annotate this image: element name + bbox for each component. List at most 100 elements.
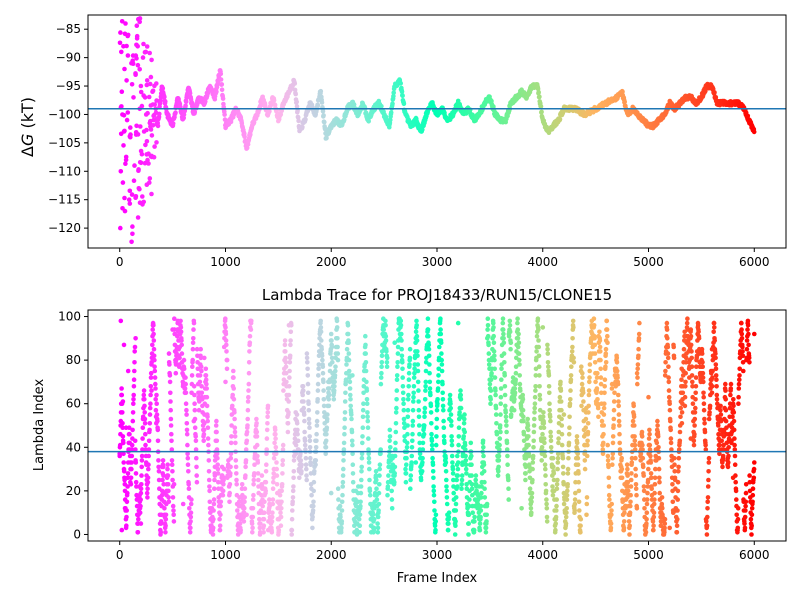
lambda-point — [225, 358, 230, 363]
lambda-point — [498, 436, 503, 441]
lambda-point — [656, 445, 661, 450]
lambda-point — [516, 327, 521, 332]
lambda-point — [340, 519, 345, 524]
lambda-point — [628, 500, 633, 505]
lambda-point — [345, 347, 350, 352]
lambda-point — [198, 347, 203, 352]
lambda-point — [336, 358, 341, 363]
lambda-point — [632, 434, 637, 439]
lambda-point — [311, 508, 316, 513]
lambda-point — [555, 467, 560, 472]
lambda-point — [165, 467, 170, 472]
lambda-point — [295, 412, 300, 417]
lambda-point — [517, 340, 522, 345]
lambda-point — [326, 397, 331, 402]
lambda-point — [363, 351, 368, 356]
lambda-point — [593, 380, 598, 385]
lambda-point — [667, 388, 672, 393]
lambda-point — [168, 373, 173, 378]
lambda-point — [155, 419, 160, 424]
lambda-point — [249, 319, 254, 324]
lambda-point — [487, 351, 492, 356]
lambda-point — [338, 515, 343, 520]
lambda-point — [126, 471, 131, 476]
lambda-point — [665, 321, 670, 326]
lambda-point — [322, 397, 327, 402]
lambda-point — [552, 471, 557, 476]
lambda-point — [312, 480, 317, 485]
lambda-point — [601, 441, 606, 446]
lambda-point — [657, 491, 662, 496]
lambda-point — [463, 454, 468, 459]
dg-point — [151, 114, 156, 119]
lambda-point — [365, 388, 370, 393]
lambda-point — [443, 456, 448, 461]
lambda-point — [729, 386, 734, 391]
lambda-point — [640, 430, 645, 435]
lambda-point — [410, 423, 415, 428]
lambda-point — [717, 443, 722, 448]
lambda-point — [581, 391, 586, 396]
lambda-point — [464, 462, 469, 467]
lambda-point — [484, 513, 489, 518]
lambda-point — [567, 425, 572, 430]
lambda-point — [486, 323, 491, 328]
lambda-point — [672, 462, 677, 467]
lambda-point — [404, 456, 409, 461]
lambda-point — [314, 458, 319, 463]
lambda-point — [485, 502, 490, 507]
lambda-point — [569, 373, 574, 378]
lambda-point — [130, 428, 135, 433]
lambda-point — [583, 425, 588, 430]
lambda-point — [307, 417, 312, 422]
lambda-point — [560, 443, 565, 448]
lambda-point — [633, 443, 638, 448]
lambda-point — [140, 458, 145, 463]
lambda-point — [279, 500, 284, 505]
lambda-point — [394, 397, 399, 402]
lambda-point — [150, 343, 155, 348]
lambda-point — [281, 388, 286, 393]
lambda-point — [340, 508, 345, 513]
dg-point — [127, 197, 132, 202]
lambda-point — [532, 410, 537, 415]
dg-point — [136, 215, 141, 220]
dg-point — [148, 82, 153, 87]
lambda-point — [473, 478, 478, 483]
lambda-point — [434, 425, 439, 430]
lambda-point — [478, 521, 483, 526]
lambda-point — [278, 510, 283, 515]
lambda-point — [432, 493, 437, 498]
lambda-point — [177, 356, 182, 361]
dg-point — [149, 75, 154, 80]
lambda-point — [152, 347, 157, 352]
lambda-point — [379, 382, 384, 387]
dg-point — [120, 19, 125, 24]
lambda-point — [505, 462, 510, 467]
lambda-point — [579, 517, 584, 522]
lambda-point — [607, 493, 612, 498]
lambda-point — [275, 473, 280, 478]
lambda-point — [629, 471, 634, 476]
lambda-point — [482, 469, 487, 474]
lambda-point — [543, 473, 548, 478]
lambda-point — [598, 345, 603, 350]
lambda-point — [462, 417, 467, 422]
dg-y-axis-label: ΔG (kT) — [18, 97, 37, 157]
lambda-point — [393, 441, 398, 446]
lambda-point — [255, 460, 260, 465]
lambda-point — [406, 397, 411, 402]
lambda-point — [270, 510, 275, 515]
lambda-point — [587, 369, 592, 374]
lambda-point — [187, 506, 192, 511]
lambda-point — [556, 456, 561, 461]
lambda-point — [464, 458, 469, 463]
lambda-point — [301, 388, 306, 393]
lambda-point — [169, 432, 174, 437]
lambda-point — [136, 530, 141, 535]
lambda-point — [205, 404, 210, 409]
lambda-point — [710, 391, 715, 396]
lambda-point — [666, 364, 671, 369]
lambda-point — [249, 327, 254, 332]
lambda-point — [374, 486, 379, 491]
